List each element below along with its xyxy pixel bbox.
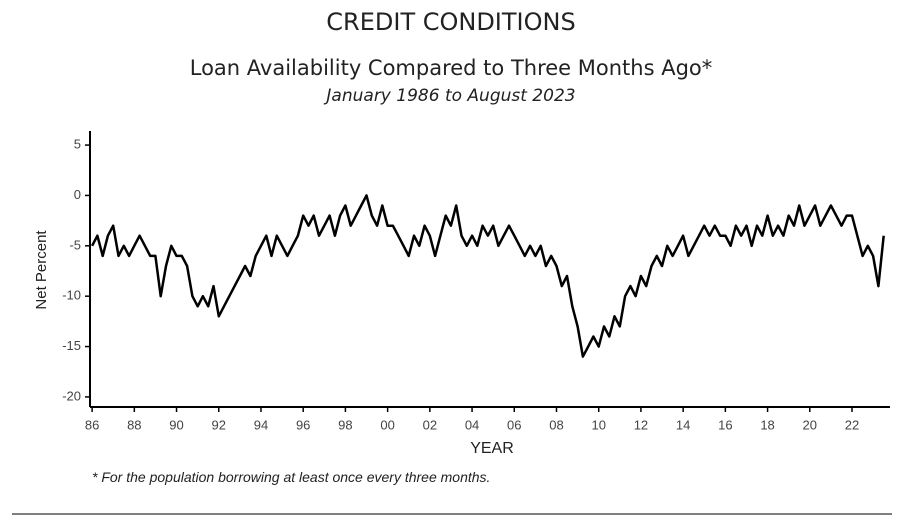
chart-title: CREDIT CONDITIONS bbox=[326, 8, 575, 36]
footnote: * For the population borrowing at least … bbox=[92, 469, 490, 485]
x-tick-label: 08 bbox=[549, 417, 563, 432]
x-tick-label: 18 bbox=[760, 417, 774, 432]
y-axis-label: Net Percent bbox=[33, 230, 50, 310]
y-tick-label: -20 bbox=[62, 388, 81, 403]
x-tick-label: 02 bbox=[423, 417, 437, 432]
x-tick-label: 90 bbox=[169, 417, 183, 432]
chart-subtitle: Loan Availability Compared to Three Mont… bbox=[190, 56, 713, 80]
x-tick-label: 92 bbox=[212, 417, 226, 432]
y-tick-label: -15 bbox=[62, 338, 81, 353]
x-tick-label: 12 bbox=[634, 417, 648, 432]
y-tick-label: 0 bbox=[74, 187, 81, 202]
y-tick-label: 5 bbox=[74, 137, 81, 152]
x-tick-label: 88 bbox=[127, 417, 141, 432]
x-tick-label: 96 bbox=[296, 417, 310, 432]
y-tick-label: -10 bbox=[62, 288, 81, 303]
x-tick-label: 00 bbox=[380, 417, 394, 432]
x-tick-label: 06 bbox=[507, 417, 521, 432]
x-axis-label: YEAR bbox=[470, 440, 514, 457]
x-tick-label: 10 bbox=[591, 417, 605, 432]
x-tick-label: 86 bbox=[85, 417, 99, 432]
x-tick-label: 98 bbox=[338, 417, 352, 432]
date-range: January 1986 to August 2023 bbox=[323, 86, 575, 106]
x-tick-label: 14 bbox=[676, 417, 690, 432]
x-tick-label: 22 bbox=[845, 417, 859, 432]
x-tick-label: 20 bbox=[803, 417, 817, 432]
x-tick-label: 94 bbox=[254, 417, 268, 432]
line-series bbox=[90, 194, 885, 358]
x-tick-label: 16 bbox=[718, 417, 732, 432]
x-tick-label: 04 bbox=[465, 417, 479, 432]
y-tick-label: -5 bbox=[69, 237, 81, 252]
